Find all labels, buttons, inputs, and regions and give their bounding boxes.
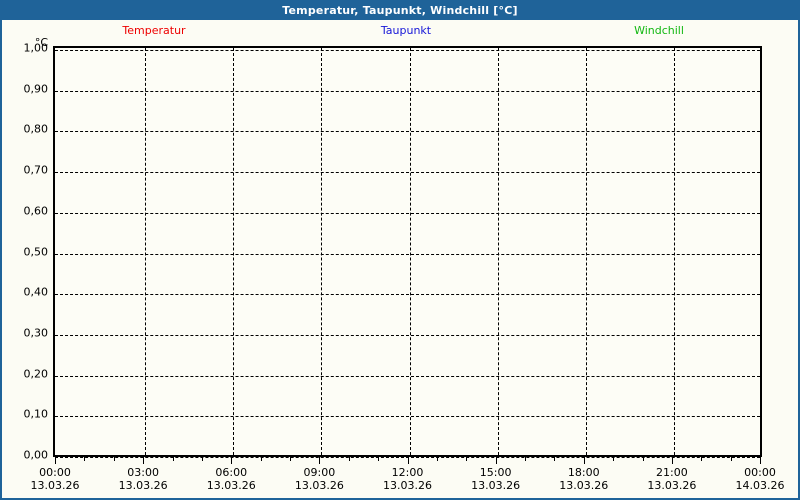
y-axis-tick-label: 0,40 — [23, 285, 49, 299]
y-axis-tick-label: 0,80 — [23, 122, 49, 136]
x-axis-tick-minor — [113, 457, 115, 461]
y-axis-tick-label: 0,00 — [23, 448, 49, 462]
y-axis-tick-label: 0,20 — [23, 367, 49, 381]
x-axis-tick-major — [760, 457, 761, 464]
x-axis-tick-time: 15:00 — [479, 466, 512, 479]
x-axis-tick-minor — [436, 457, 438, 461]
x-axis-tick-date: 13.03.26 — [30, 479, 80, 492]
y-axis-tick-label: 0,60 — [23, 204, 49, 218]
legend-item-windchill: Windchill — [634, 24, 684, 37]
y-axis-tick-label: 0,10 — [23, 407, 49, 421]
x-axis-tick-minor — [525, 457, 526, 461]
x-axis-tick-minor — [84, 457, 86, 461]
gridline-horizontal — [55, 375, 760, 377]
x-axis-tick-time: 06:00 — [215, 466, 248, 479]
window-title-bar: Temperatur, Taupunkt, Windchill [°C] — [2, 2, 798, 20]
x-axis-tick-time: 00:00 — [744, 466, 776, 479]
gridline-horizontal — [55, 416, 760, 418]
x-axis-tick-major — [583, 457, 585, 464]
x-axis-tick-date: 13.03.26 — [647, 479, 697, 492]
x-axis-tick-minor — [378, 457, 380, 461]
gridline-vertical — [409, 48, 411, 455]
x-axis-tick-major — [143, 457, 145, 464]
x-axis-tick-label: 12:00 13.03.26 — [383, 466, 432, 492]
x-axis-tick-minor — [642, 457, 644, 461]
x-axis-tick-major — [671, 457, 673, 464]
gridline-horizontal — [55, 90, 760, 92]
x-axis-tick-date: 13.03.26 — [559, 479, 609, 492]
gridline-horizontal — [55, 253, 760, 255]
y-axis-tick-label: 0,70 — [23, 163, 49, 177]
vertical-gridlines — [55, 48, 760, 455]
x-axis-tick-minor — [613, 457, 615, 461]
x-axis-tick-date: 13.03.26 — [206, 479, 256, 492]
legend-item-taupunkt: Taupunkt — [380, 24, 432, 37]
x-axis-tick-minor — [348, 457, 350, 461]
x-axis-tick-minor — [466, 457, 468, 461]
x-axis-tick-date: 14.03.26 — [735, 479, 785, 492]
gridline-horizontal — [55, 212, 760, 214]
x-axis-tick-minor — [201, 457, 203, 461]
y-axis-tick-label: 0,30 — [23, 326, 49, 340]
gridline-horizontal — [55, 50, 760, 51]
x-axis-tick-minor — [701, 457, 703, 461]
x-axis-tick-date: 13.03.26 — [383, 479, 432, 492]
x-axis-tick-label: 06:00 13.03.26 — [207, 466, 256, 492]
plot-area — [53, 46, 762, 458]
x-axis-tick-label: 03:00 13.03.26 — [119, 466, 168, 492]
x-axis-tick-date: 13.03.26 — [118, 479, 168, 492]
x-axis-tick-major — [231, 457, 233, 464]
x-axis: 00:00 13.03.26 03:00 13.03.26 06:00 13.03.26 0… — [31, 457, 784, 498]
x-axis-tick-time: 18:00 — [567, 466, 600, 479]
gridline-vertical — [673, 48, 675, 455]
gridline-vertical — [233, 48, 235, 455]
legend-item-temperatur: Temperatur — [122, 24, 186, 37]
series-canvas — [55, 48, 760, 455]
chart-legend: Temperatur Taupunkt Windchill — [2, 24, 798, 40]
x-axis-tick-minor — [730, 457, 732, 461]
x-axis-tick-label: 15:00 13.03.26 — [471, 466, 520, 492]
gridline-horizontal — [55, 294, 760, 296]
x-axis-tick-minor — [554, 457, 556, 461]
x-axis-tick-major — [319, 457, 321, 464]
y-axis-tick-label: 1,00 — [23, 41, 49, 55]
x-axis-tick-time: 21:00 — [656, 466, 688, 479]
y-axis-tick-label: 0,50 — [23, 245, 49, 258]
gridline-vertical — [585, 48, 587, 455]
gridline-horizontal — [55, 334, 760, 336]
y-axis: °C 1,00 0,90 0,80 0,70 0,60 0,50 0,40 0,30 0,20 0… — [2, 2, 53, 498]
x-axis-tick-date: 13.03.26 — [471, 479, 521, 492]
y-axis-tick-label: 0,90 — [23, 82, 49, 96]
x-axis-tick-label: 00:00 14.03.26 — [736, 466, 785, 492]
page-title: Temperatur, Taupunkt, Windchill [°C] — [282, 3, 518, 17]
x-axis-tick-time: 09:00 — [303, 466, 336, 479]
gridline-horizontal — [55, 131, 760, 133]
x-axis-tick-time: 00:00 — [39, 466, 71, 479]
x-axis-tick-label: 09:00 13.03.26 — [295, 466, 344, 492]
x-axis-tick-major — [495, 457, 497, 464]
x-axis-tick-minor — [260, 457, 262, 461]
x-axis-tick-label: 18:00 13.03.26 — [559, 466, 608, 492]
x-axis-tick-label: 00:00 13.03.26 — [31, 466, 80, 492]
x-axis-tick-major — [55, 457, 56, 464]
gridline-horizontal — [55, 172, 760, 174]
x-axis-tick-time: 12:00 — [391, 466, 424, 479]
x-axis-tick-date: 13.03.26 — [294, 479, 344, 492]
x-axis-tick-major — [407, 457, 409, 464]
gridline-vertical — [497, 48, 499, 455]
x-axis-tick-minor — [290, 457, 291, 461]
y-axis-unit-label: °C — [34, 36, 48, 49]
x-axis-tick-minor — [172, 457, 174, 461]
gridline-vertical — [321, 48, 323, 455]
gridline-vertical — [145, 48, 147, 455]
x-axis-tick-time: 03:00 — [127, 466, 159, 479]
x-axis-tick-label: 21:00 13.03.26 — [647, 466, 696, 492]
